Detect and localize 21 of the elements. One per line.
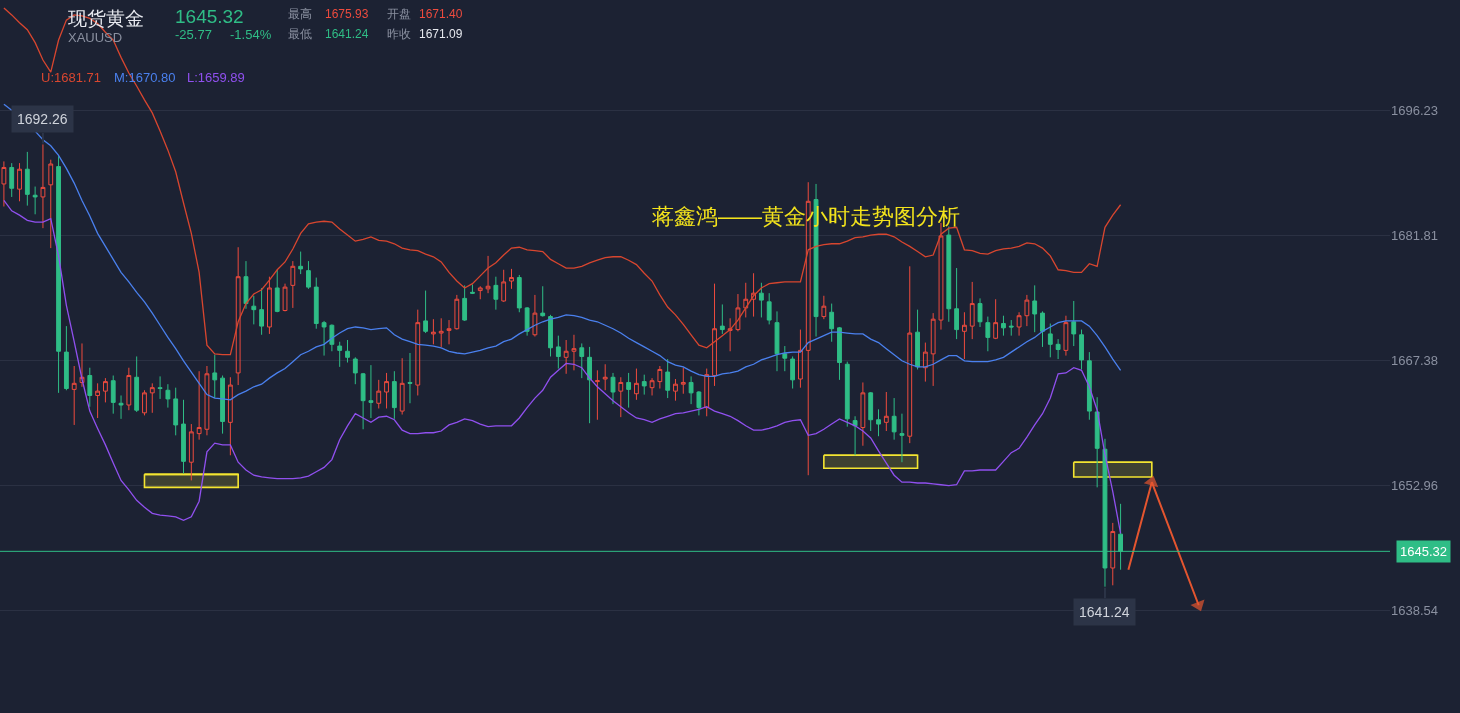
annotation: 开盘: [387, 7, 411, 21]
y-tick-label: 1638.54: [1391, 602, 1438, 618]
y-tick-label: 1696.23: [1391, 102, 1438, 118]
annotation: 最低: [288, 27, 312, 41]
series-label: U:1681.71: [41, 70, 101, 85]
y-tick-label: 1667.38: [1391, 352, 1438, 368]
text: L:1659.89: [187, 70, 245, 85]
annotation: 1671.40: [419, 7, 463, 21]
annotation: 1641.24: [325, 27, 369, 41]
y-tick-label: 1652.96: [1391, 477, 1438, 493]
ref-line-label: 1645.32: [1400, 544, 1447, 559]
annotation: 最高: [288, 7, 312, 21]
annotation: -1.54%: [230, 27, 272, 42]
annotation: 1671.09: [419, 27, 463, 41]
annotation: 1675.93: [325, 7, 369, 21]
annotation: 1645.32: [175, 6, 244, 27]
annotation: -25.77: [175, 27, 212, 42]
annotation: 昨收: [387, 27, 411, 41]
annotation: 1641.24: [1079, 604, 1130, 620]
y-tick-label: 1681.81: [1391, 227, 1438, 243]
annotation: 1692.26: [17, 111, 68, 127]
